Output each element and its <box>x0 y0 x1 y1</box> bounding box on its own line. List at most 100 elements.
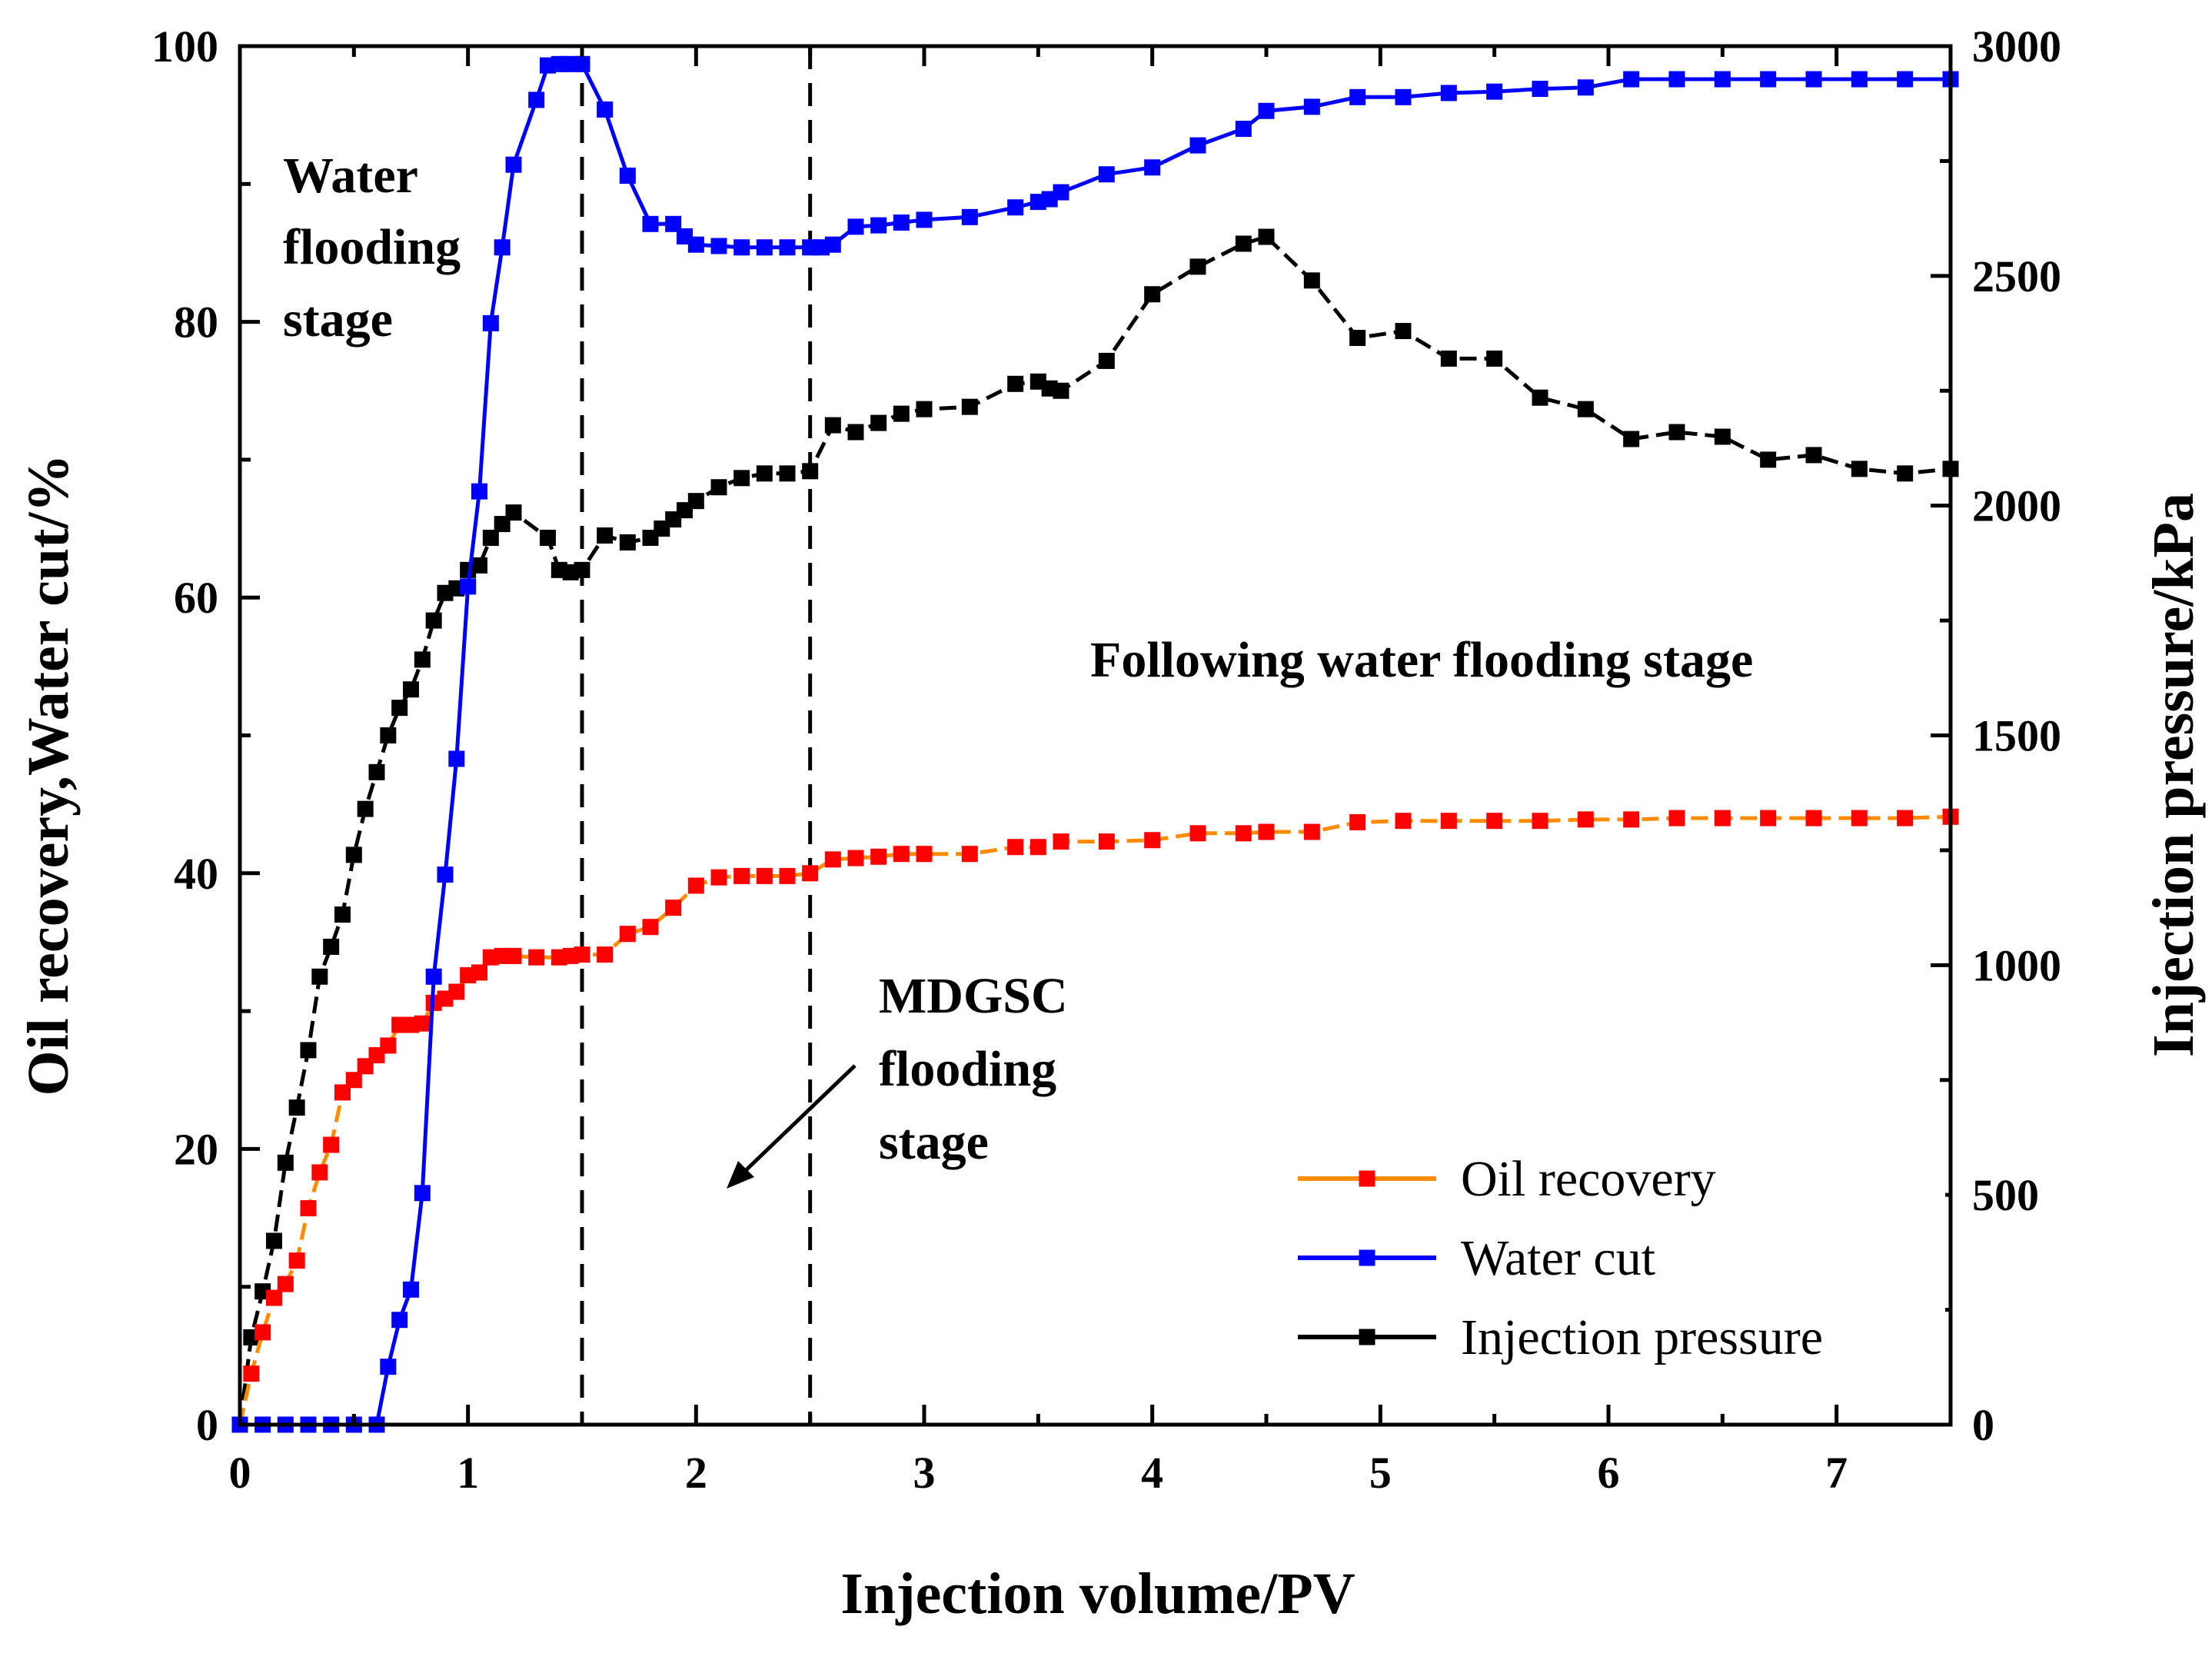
water-cut-point <box>391 1312 408 1329</box>
x-tick-label: 0 <box>229 1448 251 1498</box>
y-right-tick-label: 500 <box>1972 1170 2039 1220</box>
oil-recovery-point <box>1349 813 1366 830</box>
water-cut-point <box>1007 199 1024 216</box>
water-cut-point <box>665 215 682 232</box>
annotation-arrow-head <box>727 1161 754 1189</box>
oil-recovery-point <box>961 846 978 863</box>
oil-recovery-point <box>1668 810 1685 826</box>
water-cut-point <box>505 156 522 173</box>
injection-pressure-point <box>1303 272 1320 289</box>
water-cut-point <box>779 239 796 256</box>
water-cut-point <box>380 1359 397 1375</box>
injection-pressure-point <box>300 1042 317 1059</box>
x-tick-label: 2 <box>685 1448 707 1498</box>
injection-pressure-point <box>1144 286 1161 303</box>
oil-recovery-point <box>380 1037 397 1054</box>
water-cut-point <box>916 211 933 228</box>
oil-recovery-point <box>243 1365 260 1382</box>
oil-recovery-point <box>1235 825 1252 842</box>
ticks-layer: 0 1 2 3 4 5 6 702040608010005001000150020002500… <box>151 22 2061 1498</box>
annotation-mdgsc: MDGSC flooding stage <box>879 968 1068 1170</box>
water-cut-point <box>460 578 477 595</box>
legend-label-injection-pressure: Injection pressure <box>1461 1309 1823 1365</box>
injection-pressure-point <box>425 612 442 629</box>
annotation-water-flooding-line-2: flooding <box>283 219 461 275</box>
legend-item-injection-pressure: Injection pressure <box>1298 1309 1823 1365</box>
oil-recovery-point <box>505 947 522 964</box>
oil-recovery-point <box>847 850 864 866</box>
water-cut-point <box>437 866 454 883</box>
oil-recovery-point <box>619 926 636 943</box>
injection-pressure-point <box>505 504 522 521</box>
annotation-arrow <box>727 1064 857 1189</box>
water-cut-point <box>1486 83 1503 100</box>
injection-pressure-point <box>1897 465 1914 482</box>
injection-pressure-point <box>1668 424 1685 441</box>
injection-pressure-point <box>471 557 487 574</box>
injection-pressure-point <box>1486 350 1503 367</box>
injection-pressure-point <box>1532 389 1548 406</box>
water-cut-point <box>824 236 841 253</box>
stage-dividers <box>580 46 813 1425</box>
legend-label-oil-recovery: Oil recovery <box>1461 1151 1716 1207</box>
oil-recovery-point <box>756 867 773 884</box>
oil-recovery-point <box>1577 811 1594 828</box>
annotation-mdgsc-line-3: stage <box>879 1114 989 1170</box>
legend-marker-water-cut <box>1359 1249 1375 1266</box>
oil-recovery-point <box>710 869 727 886</box>
x-tick-label: 1 <box>457 1448 479 1498</box>
water-cut-point <box>1577 79 1594 96</box>
oil-recovery-point <box>471 964 487 981</box>
annotation-water-flooding: Water flooding stage <box>283 148 461 348</box>
injection-pressure-point <box>266 1232 282 1249</box>
injection-pressure-point <box>277 1154 294 1171</box>
oil-recovery-point <box>1053 833 1069 850</box>
water-cut-point <box>687 236 704 253</box>
water-cut-point <box>1258 102 1275 119</box>
water-cut-point <box>1098 166 1115 183</box>
water-cut-point <box>1395 88 1412 105</box>
annotation-mdgsc-line-1: MDGSC <box>879 968 1068 1024</box>
x-axis-title: Injection volume/PV <box>840 1562 1355 1626</box>
injection-pressure-point <box>1714 428 1731 445</box>
oil-recovery-point <box>1303 823 1320 840</box>
injection-pressure-point <box>345 846 362 863</box>
oil-recovery-point <box>665 900 682 916</box>
injection-pressure-point <box>1007 375 1024 392</box>
y-right-tick-label: 1000 <box>1972 940 2061 990</box>
oil-recovery-point <box>323 1136 340 1153</box>
y-left-tick-label: 60 <box>174 573 218 623</box>
y-right-tick-label: 2500 <box>1972 251 2061 301</box>
y-axis-left-title: Oil recovery,Water cut/% <box>16 454 81 1096</box>
injection-pressure-point <box>403 681 419 698</box>
legend-marker-injection-pressure <box>1359 1329 1375 1345</box>
injection-pressure-point <box>323 938 340 955</box>
injection-pressure-point <box>357 800 374 817</box>
oil-recovery-point <box>1007 839 1024 856</box>
oil-recovery-point <box>1897 810 1914 826</box>
oil-recovery-point <box>1189 825 1206 842</box>
injection-pressure-point <box>1577 401 1594 417</box>
injection-pressure-point <box>619 534 636 550</box>
oil-recovery-point <box>1144 832 1161 849</box>
injection-pressure-point <box>1623 431 1640 447</box>
y-right-tick-label: 3000 <box>1972 22 2061 72</box>
oil-recovery-series <box>231 808 1959 1433</box>
injection-pressure-point <box>414 651 431 668</box>
oil-recovery-point <box>1623 811 1640 828</box>
injection-pressure-point <box>870 414 887 431</box>
y-left-tick-label: 0 <box>196 1400 218 1450</box>
water-cut-point <box>1235 121 1252 138</box>
annotation-arrow-shaft <box>741 1064 857 1175</box>
water-cut-point <box>494 239 511 256</box>
injection-pressure-point <box>1760 451 1777 468</box>
water-cut-point <box>1349 88 1366 105</box>
x-tick-label: 5 <box>1369 1448 1392 1498</box>
water-cut-point <box>448 750 465 767</box>
injection-pressure-point <box>824 417 841 434</box>
x-tick-label: 7 <box>1825 1448 1848 1498</box>
oil-recovery-point <box>574 946 590 963</box>
injection-pressure-point <box>380 727 397 743</box>
water-cut-point <box>870 217 887 234</box>
legend-item-water-cut: Water cut <box>1298 1230 1655 1286</box>
